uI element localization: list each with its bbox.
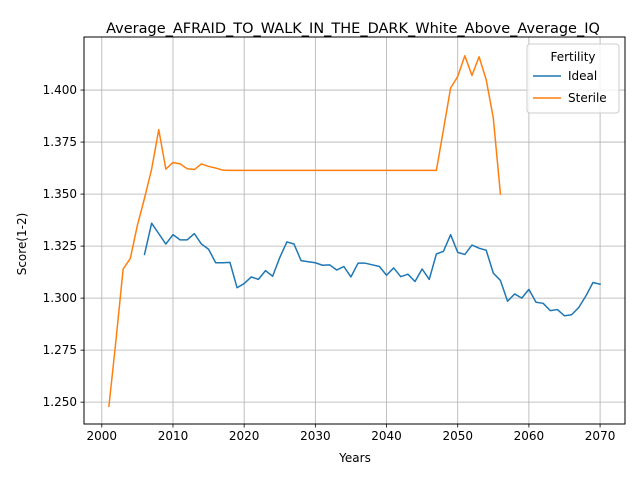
y-tick-label: 1.325 (43, 239, 77, 253)
axes-frame (83, 36, 626, 425)
y-tick-label: 1.350 (43, 187, 77, 201)
x-axis-ticks: 2000 2010 2020 2030 2040 2050 2060 2070 (87, 424, 616, 443)
y-tick-label: 1.375 (43, 135, 77, 149)
x-tick-label: 2010 (158, 429, 189, 443)
legend-label-ideal: Ideal (568, 69, 597, 83)
chart-title: Average_AFRAID_TO_WALK_IN_THE_DARK_White… (106, 21, 600, 37)
series-line-sterile (108, 54, 502, 408)
x-tick-label: 2060 (514, 429, 545, 443)
series-line-ideal (143, 222, 601, 317)
y-tick-label: 1.300 (43, 291, 77, 305)
x-tick-label: 2000 (87, 429, 118, 443)
x-tick-label: 2070 (585, 429, 616, 443)
x-tick-label: 2020 (229, 429, 260, 443)
legend-title: Fertility (550, 50, 595, 64)
y-tick-label: 1.275 (43, 343, 77, 357)
x-tick-label: 2050 (442, 429, 473, 443)
x-axis-label: Years (338, 451, 371, 465)
y-axis-label: Score(1-2) (15, 213, 29, 276)
y-tick-label: 1.400 (43, 83, 77, 97)
y-axis-ticks: 1.250 1.275 1.300 1.325 1.350 1.375 1.400 (43, 83, 84, 409)
legend-box (526, 43, 620, 114)
y-tick-label: 1.250 (43, 395, 77, 409)
legend: Fertility Ideal Sterile (526, 43, 620, 114)
x-tick-label: 2040 (371, 429, 402, 443)
legend-label-sterile: Sterile (568, 91, 607, 105)
x-tick-label: 2030 (300, 429, 331, 443)
series-lines (108, 54, 601, 408)
